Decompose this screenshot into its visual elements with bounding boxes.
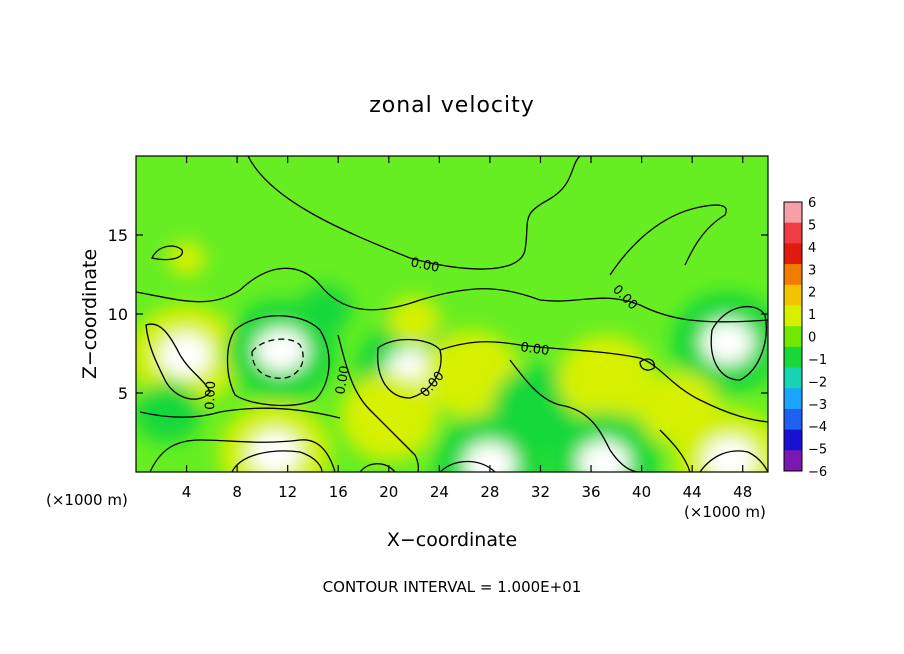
x-tick-label: 12 bbox=[278, 483, 297, 501]
contour-line bbox=[139, 407, 341, 419]
contour-line bbox=[699, 450, 768, 472]
x-tick-label: 36 bbox=[581, 483, 600, 501]
y-tick-label: 15 bbox=[108, 226, 128, 245]
field-blob-core bbox=[577, 440, 630, 472]
contour-label: 0.00 bbox=[409, 255, 440, 276]
contour-line bbox=[439, 341, 768, 423]
y-axis-label: Z−coordinate bbox=[79, 249, 101, 379]
x-unit-left: (×1000 m) bbox=[46, 491, 128, 509]
field-blob bbox=[167, 241, 206, 276]
colorbar-label: 3 bbox=[808, 263, 816, 278]
colorbar-swatch bbox=[784, 388, 802, 410]
colorbar-label: −2 bbox=[808, 375, 827, 390]
colorbar-swatch bbox=[784, 367, 802, 389]
colorbar-label: −6 bbox=[808, 465, 827, 480]
x-axis-ticks: 4 8 12 16 20 24 28 32 36 40 44 48 bbox=[182, 156, 752, 501]
x-tick-label: 32 bbox=[531, 483, 550, 501]
x-tick-label: 28 bbox=[480, 483, 499, 501]
colorbar-swatch bbox=[784, 346, 802, 369]
chart-title: zonal velocity bbox=[369, 93, 535, 118]
field-blob bbox=[557, 335, 655, 423]
contour-line bbox=[639, 358, 655, 371]
plot-area: 0.00 0.00 0.00 0.00 0.00 0.00 bbox=[136, 156, 768, 472]
colorbar-label: −5 bbox=[808, 443, 827, 458]
colorbar-swatch bbox=[784, 284, 802, 306]
contour-line bbox=[439, 460, 496, 472]
contour-line bbox=[509, 359, 641, 472]
field-blob-core bbox=[704, 437, 757, 472]
contour-line bbox=[226, 315, 330, 407]
contour-line bbox=[251, 338, 304, 379]
colorbar-label: 6 bbox=[808, 196, 816, 211]
y-axis-ticks: 5 10 15 bbox=[108, 226, 768, 403]
contour-label: 0.00 bbox=[519, 340, 550, 359]
contour-line bbox=[710, 306, 767, 381]
colorbar-label: 1 bbox=[808, 308, 816, 323]
contour-line bbox=[145, 323, 211, 400]
contour-label: 0.00 bbox=[203, 381, 219, 410]
colorbar-label: 5 bbox=[808, 218, 816, 233]
colorbar-swatch bbox=[784, 243, 802, 265]
contour-line bbox=[359, 463, 396, 472]
contour-line bbox=[609, 204, 727, 276]
colorbar-label: −3 bbox=[808, 398, 827, 413]
contour-line bbox=[337, 334, 420, 472]
contour-interval-note: CONTOUR INTERVAL = 1.000E+01 bbox=[323, 578, 582, 596]
field-blob bbox=[136, 381, 202, 443]
x-axis-label: X−coordinate bbox=[387, 529, 517, 551]
colorbar-swatch bbox=[784, 326, 802, 348]
contour-line bbox=[247, 156, 581, 270]
x-unit-right: (×1000 m) bbox=[684, 503, 766, 521]
field-blob-core bbox=[255, 328, 308, 373]
field-blob bbox=[340, 373, 438, 461]
field-blobs bbox=[136, 241, 768, 472]
contour-line bbox=[659, 429, 691, 472]
colorbar-label: −1 bbox=[808, 353, 827, 368]
colorbar-label: −4 bbox=[808, 420, 827, 435]
field-blob-core bbox=[249, 431, 302, 472]
contour-line bbox=[136, 267, 768, 323]
colorbar-swatch bbox=[784, 429, 802, 451]
colorbar: 6 5 4 3 2 1 0 −1 −2 −3 −4 −5 −6 bbox=[783, 196, 827, 480]
contour-line bbox=[151, 245, 183, 261]
contour-line bbox=[376, 338, 442, 399]
y-tick-label: 10 bbox=[108, 305, 128, 324]
contour-label: 0.00 bbox=[333, 365, 353, 396]
x-tick-label: 16 bbox=[329, 483, 348, 501]
field-blob-core bbox=[701, 320, 754, 365]
field-blob-core bbox=[159, 333, 212, 378]
x-tick-label: 8 bbox=[232, 483, 242, 501]
field-blob bbox=[387, 296, 441, 345]
contour-line bbox=[231, 450, 323, 472]
colorbar-frame bbox=[783, 201, 803, 472]
x-tick-label: 4 bbox=[182, 483, 192, 501]
x-tick-label: 40 bbox=[632, 483, 651, 501]
colorbar-swatch bbox=[784, 408, 802, 431]
colorbar-label: 4 bbox=[808, 241, 816, 256]
field-blob-core bbox=[463, 442, 516, 472]
colorbar-swatch bbox=[784, 305, 802, 327]
contour-lines bbox=[136, 156, 768, 472]
x-tick-label: 24 bbox=[430, 483, 449, 501]
contour-line bbox=[149, 439, 336, 472]
x-tick-label: 20 bbox=[379, 483, 398, 501]
colorbar-label: 2 bbox=[808, 286, 816, 301]
y-tick-label: 5 bbox=[118, 384, 128, 403]
x-tick-label: 48 bbox=[733, 483, 752, 501]
colorbar-swatch bbox=[784, 202, 802, 224]
colorbar-swatch bbox=[784, 264, 802, 286]
colorbar-swatch bbox=[784, 222, 802, 244]
colorbar-label: 0 bbox=[808, 331, 816, 346]
x-tick-label: 44 bbox=[683, 483, 702, 501]
field-blob bbox=[299, 285, 352, 334]
colorbar-swatch bbox=[784, 450, 802, 472]
